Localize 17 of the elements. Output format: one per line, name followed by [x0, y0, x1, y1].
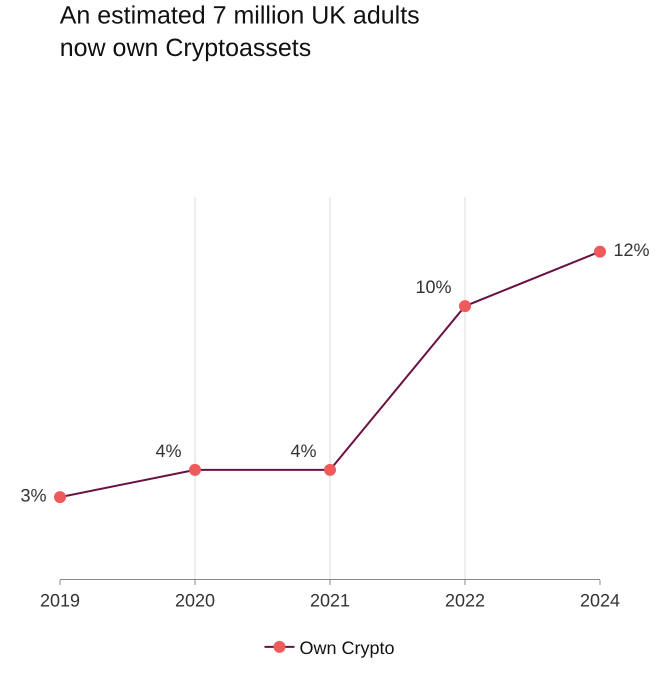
data-label: 10%: [410, 277, 456, 298]
x-tick-label: 2022: [444, 590, 486, 611]
point: [324, 464, 336, 476]
legend-label: Own Crypto: [300, 638, 395, 658]
point: [459, 300, 471, 312]
x-tick-label: 2019: [40, 590, 80, 611]
x-tick-label: 2020: [174, 590, 216, 611]
data-label: 4%: [285, 440, 322, 461]
x-tick-label: 2024: [580, 590, 620, 611]
point: [594, 246, 606, 258]
data-label: 4%: [150, 440, 186, 461]
point: [189, 464, 201, 476]
x-tick-label: 2021: [310, 590, 350, 611]
chart-title: An estimated 7 million UK adults now own Cryptoassets: [60, 2, 420, 62]
data-label: 12%: [608, 240, 655, 260]
point: [54, 491, 66, 504]
data-label: 3%: [15, 486, 52, 506]
